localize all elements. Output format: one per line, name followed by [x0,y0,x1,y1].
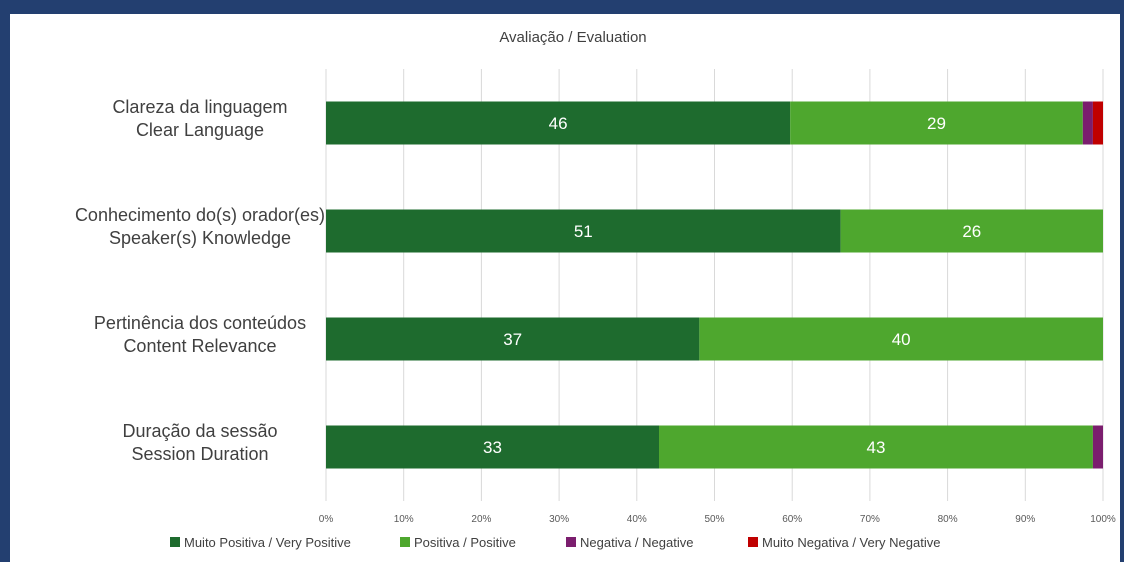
chart-frame: Avaliação / Evaluation 46 29 51 26 37 40 33 43 … [10,14,1120,562]
bar-segment [1082,101,1093,145]
bar-segment [326,425,659,469]
bar-segment [326,209,841,253]
x-tick-label: 100% [1090,514,1116,525]
data-label: 51 [574,222,593,241]
data-label: 43 [866,438,885,457]
bar-segment [1092,425,1103,469]
x-tick-label: 60% [782,514,802,525]
category-label: Content Relevance [123,336,276,356]
bar-segment [790,101,1083,145]
bar-segment [840,209,1103,253]
bar-segment [1092,101,1103,145]
x-tick-label: 0% [319,514,334,525]
bar-segment [326,101,791,145]
bar-segment [699,317,1103,361]
legend-label: Positiva / Positive [414,535,516,550]
x-tick-label: 70% [860,514,880,525]
x-tick-label: 30% [549,514,569,525]
chart-title: Avaliação / Evaluation [499,29,646,46]
category-label: Conhecimento do(s) orador(es) [75,205,325,225]
bars: 46 29 51 26 37 40 33 43 [326,101,1103,469]
x-tick-label: 80% [938,514,958,525]
x-tick-label: 20% [471,514,491,525]
x-tick-label: 10% [394,514,414,525]
category-label: Duração da sessão [122,421,277,441]
legend-label: Muito Negativa / Very Negative [762,535,940,550]
x-tick-label: 40% [627,514,647,525]
category-label: Clear Language [136,120,264,140]
legend-swatch [400,537,410,547]
data-label: 46 [549,114,568,133]
legend-label: Negativa / Negative [580,535,693,550]
bar-segment [326,317,700,361]
data-label: 26 [962,222,981,241]
category-label: Clareza da linguagem [112,97,287,117]
category-label: Speaker(s) Knowledge [109,228,291,248]
x-tick-labels: 0% 10% 20% 30% 40% 50% 60% 70% 80% 90% 100% [319,514,1116,525]
bar-segment [659,425,1093,469]
data-label: 29 [927,114,946,133]
data-label: 40 [892,330,911,349]
legend-swatch [566,537,576,547]
legend-swatch [748,537,758,547]
x-tick-label: 90% [1015,514,1035,525]
category-label: Session Duration [131,444,268,464]
data-label: 33 [483,438,502,457]
x-tick-label: 50% [704,514,724,525]
legend: Muito Positiva / Very Positive Positiva /… [170,535,940,550]
legend-swatch [170,537,180,547]
legend-label: Muito Positiva / Very Positive [184,535,351,550]
data-label: 37 [503,330,522,349]
category-labels: Clareza da linguagem Clear Language Conhec… [75,97,325,464]
category-label: Pertinência dos conteúdos [94,313,306,333]
